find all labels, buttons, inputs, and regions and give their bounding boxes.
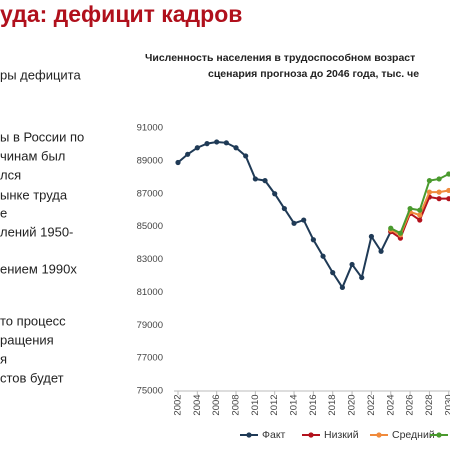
- data-point: [436, 176, 442, 182]
- legend-dot: [436, 432, 442, 438]
- data-point: [185, 151, 191, 157]
- data-point: [417, 212, 423, 218]
- data-point: [233, 145, 239, 151]
- x-tick-label: 2030: [443, 394, 450, 415]
- x-tick-label: 2002: [173, 394, 184, 415]
- data-point: [368, 233, 374, 240]
- legend-dot: [308, 432, 314, 438]
- data-point: [388, 225, 394, 231]
- data-point: [330, 270, 336, 276]
- data-point: [175, 159, 181, 166]
- data-point: [349, 261, 355, 268]
- x-tick-label: 2026: [405, 394, 416, 415]
- series-line: [390, 173, 450, 235]
- data-point: [378, 248, 384, 254]
- body-text: лся: [0, 167, 21, 182]
- body-text: лений 1950-: [0, 224, 73, 239]
- x-tick-label: 2022: [366, 394, 377, 415]
- body-text: е: [0, 205, 7, 220]
- data-point: [310, 237, 316, 243]
- data-point: [252, 176, 258, 182]
- data-point: [272, 191, 278, 197]
- x-tick-label: 2006: [211, 394, 222, 415]
- y-tick-label: 87000: [137, 188, 163, 199]
- chart-title: сценария прогноза до 2046 года, тыс. че: [208, 68, 419, 80]
- data-point: [243, 153, 249, 159]
- x-tick-label: 2004: [192, 394, 203, 415]
- data-point: [417, 217, 423, 223]
- x-tick-label: 2014: [289, 394, 300, 415]
- data-point: [204, 141, 210, 147]
- data-point: [446, 196, 450, 202]
- data-point: [436, 189, 442, 195]
- y-tick-label: 81000: [137, 287, 163, 298]
- data-point: [223, 140, 229, 146]
- y-tick-label: 77000: [137, 353, 163, 364]
- data-point: [214, 139, 220, 145]
- data-point: [446, 171, 450, 177]
- data-point: [436, 196, 442, 202]
- y-tick-label: 75000: [137, 386, 163, 397]
- data-point: [339, 284, 345, 291]
- data-point: [194, 145, 200, 151]
- data-point: [446, 187, 450, 194]
- body-text: ы в России по: [0, 129, 84, 144]
- data-point: [291, 220, 297, 226]
- data-point: [281, 205, 287, 212]
- x-tick-label: 2010: [250, 394, 261, 415]
- body-text: ращения: [0, 332, 54, 347]
- legend-label: Факт: [262, 429, 286, 441]
- chart-title: Численность населения в трудоспособном в…: [145, 52, 415, 64]
- legend-label: Средний: [392, 429, 435, 441]
- body-text: чинам был: [0, 148, 65, 163]
- x-tick-label: 2016: [308, 394, 319, 415]
- data-point: [397, 230, 404, 236]
- data-point: [320, 253, 326, 259]
- legend-label: Низкий: [324, 429, 359, 441]
- y-tick-label: 91000: [137, 123, 163, 134]
- body-text: ынке труда: [0, 187, 68, 202]
- data-point: [359, 274, 365, 281]
- data-point: [407, 205, 413, 212]
- y-tick-label: 85000: [137, 221, 163, 232]
- data-point: [262, 178, 268, 184]
- y-tick-label: 89000: [137, 155, 163, 166]
- legend-dot: [376, 432, 382, 438]
- data-point: [301, 217, 307, 223]
- x-tick-label: 2024: [385, 394, 396, 415]
- body-text: то процесс: [0, 313, 66, 328]
- data-point: [426, 189, 433, 195]
- body-text: ением 1990х: [0, 261, 77, 276]
- data-point: [426, 178, 433, 184]
- body-text: я: [0, 351, 7, 366]
- y-tick-label: 83000: [137, 254, 163, 265]
- x-tick-label: 2008: [231, 394, 242, 415]
- x-tick-label: 2018: [327, 394, 338, 415]
- body-text: стов будет: [0, 370, 64, 385]
- legend-dot: [246, 432, 252, 438]
- body-text: ры дефицита: [0, 67, 81, 82]
- slide-title: уда: дефицит кадров: [0, 1, 242, 27]
- series-line: [177, 140, 392, 290]
- x-tick-label: 2012: [269, 394, 280, 415]
- data-point: [417, 207, 423, 213]
- y-tick-label: 79000: [137, 320, 163, 331]
- x-tick-label: 2028: [424, 394, 435, 415]
- x-tick-label: 2020: [347, 394, 358, 415]
